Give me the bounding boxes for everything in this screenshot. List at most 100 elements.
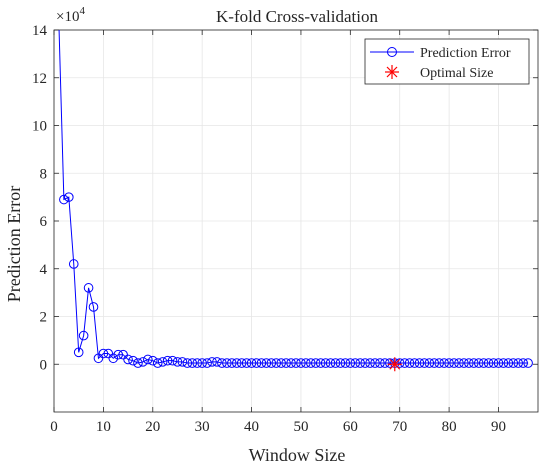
prediction-error-point: [473, 358, 484, 368]
prediction-error-point: [404, 358, 415, 368]
prediction-error-point: [157, 357, 168, 367]
prediction-error-point: [320, 358, 331, 368]
prediction-error-point: [202, 358, 212, 368]
prediction-error-point: [498, 358, 509, 368]
prediction-error-point: [315, 358, 326, 368]
prediction-error-point: [197, 358, 207, 368]
x-tick-label: 70: [392, 419, 407, 435]
prediction-error-point: [478, 358, 489, 368]
legend-marker-prediction-error: [387, 47, 397, 57]
prediction-error-point: [518, 358, 528, 368]
prediction-error-point: [236, 358, 247, 368]
prediction-error-point: [365, 358, 375, 368]
x-tick-labels: 0 10 20 30 40 50 60 70 80 90: [50, 419, 506, 435]
prediction-error-point: [231, 358, 242, 368]
prediction-error-point: [508, 358, 519, 368]
y-scale-factor: ×104: [56, 5, 85, 25]
prediction-error-point: [113, 349, 124, 360]
prediction-error-point: [350, 358, 361, 368]
prediction-error-point: [251, 358, 262, 368]
y-tick-label: 10: [32, 119, 47, 135]
x-tick-label: 20: [145, 419, 160, 435]
x-tick-label: 90: [491, 419, 506, 435]
prediction-error-point: [523, 358, 533, 368]
x-tick-label: 40: [244, 419, 259, 435]
prediction-error-point: [488, 358, 499, 368]
prediction-error-point: [212, 357, 222, 367]
y-scale-factor-base: ×10: [56, 9, 79, 25]
prediction-error-point: [64, 192, 74, 202]
prediction-error-point: [454, 358, 464, 368]
x-tick-label: 80: [442, 419, 457, 435]
y-scale-factor-exponent: 4: [79, 5, 85, 17]
prediction-error-point: [182, 358, 193, 368]
prediction-error-point: [93, 353, 104, 364]
prediction-error-point: [335, 358, 346, 368]
x-tick-label: 0: [50, 419, 58, 435]
prediction-error-point: [434, 358, 445, 368]
prediction-error-point: [128, 355, 138, 366]
axes: [53, 29, 539, 413]
prediction-error-point: [291, 358, 301, 368]
optimal-size-stroke: [389, 358, 401, 370]
prediction-error-point: [108, 353, 119, 364]
prediction-error-point: [78, 330, 89, 341]
prediction-error-point: [271, 358, 282, 368]
prediction-error-point: [503, 358, 514, 368]
prediction-error-point: [310, 358, 321, 368]
prediction-error-point: [118, 349, 128, 360]
prediction-error-point: [256, 358, 267, 368]
prediction-error-point: [355, 358, 366, 368]
prediction-error-point: [98, 348, 109, 359]
legend-label-prediction-error: Prediction Error: [420, 46, 511, 61]
prediction-error-point: [133, 358, 143, 368]
prediction-error-point: [459, 358, 469, 368]
prediction-error-point: [187, 358, 198, 368]
prediction-error-point: [177, 357, 188, 367]
y-axis-label: Prediction Error: [4, 186, 24, 302]
x-tick-label: 10: [96, 419, 111, 435]
prediction-error-point: [83, 283, 94, 293]
prediction-error-point: [493, 358, 504, 368]
y-tick-label: 4: [40, 262, 48, 278]
prediction-error-point: [167, 355, 178, 366]
prediction-error-point: [276, 358, 286, 368]
prediction-error-point: [147, 355, 158, 366]
y-tick-label: 0: [40, 357, 48, 373]
prediction-error-point: [360, 358, 370, 368]
prediction-error-point: [281, 358, 291, 368]
prediction-error-point: [217, 358, 227, 368]
prediction-error-point: [246, 358, 257, 368]
prediction-error-point: [286, 358, 296, 368]
prediction-error-point: [59, 194, 69, 205]
prediction-error-point: [306, 358, 316, 368]
y-tick-labels: 0 2 4 6 8 10 12 14: [32, 23, 48, 373]
y-tick-label: 2: [40, 310, 48, 326]
y-tick-label: 6: [40, 214, 48, 230]
prediction-error-point: [444, 358, 454, 368]
prediction-error-point: [266, 358, 277, 368]
prediction-error-point: [88, 302, 99, 312]
prediction-error-point: [483, 358, 494, 368]
prediction-error-point: [68, 259, 79, 269]
legend-marker-optimal-size: [385, 65, 399, 79]
prediction-error-point: [325, 358, 336, 368]
prediction-error-point: [138, 357, 148, 367]
prediction-error-point: [375, 358, 385, 368]
prediction-error-point: [468, 358, 479, 368]
prediction-error-point: [409, 358, 420, 368]
y-tick-label: 14: [32, 23, 48, 39]
prediction-error-point: [123, 354, 133, 365]
legend-label-optimal-size: Optimal Size: [420, 66, 494, 81]
grid-lines: [53, 29, 538, 412]
x-tick-label: 30: [195, 419, 210, 435]
prediction-error-point: [296, 358, 306, 368]
prediction-error-point: [513, 358, 524, 368]
prediction-error-point: [143, 354, 153, 365]
prediction-error-point: [380, 358, 390, 368]
y-tick-label: 8: [40, 166, 48, 182]
prediction-error-point: [73, 347, 84, 358]
legend: Prediction Error Optimal Size: [364, 38, 530, 85]
prediction-error-point: [399, 358, 410, 368]
